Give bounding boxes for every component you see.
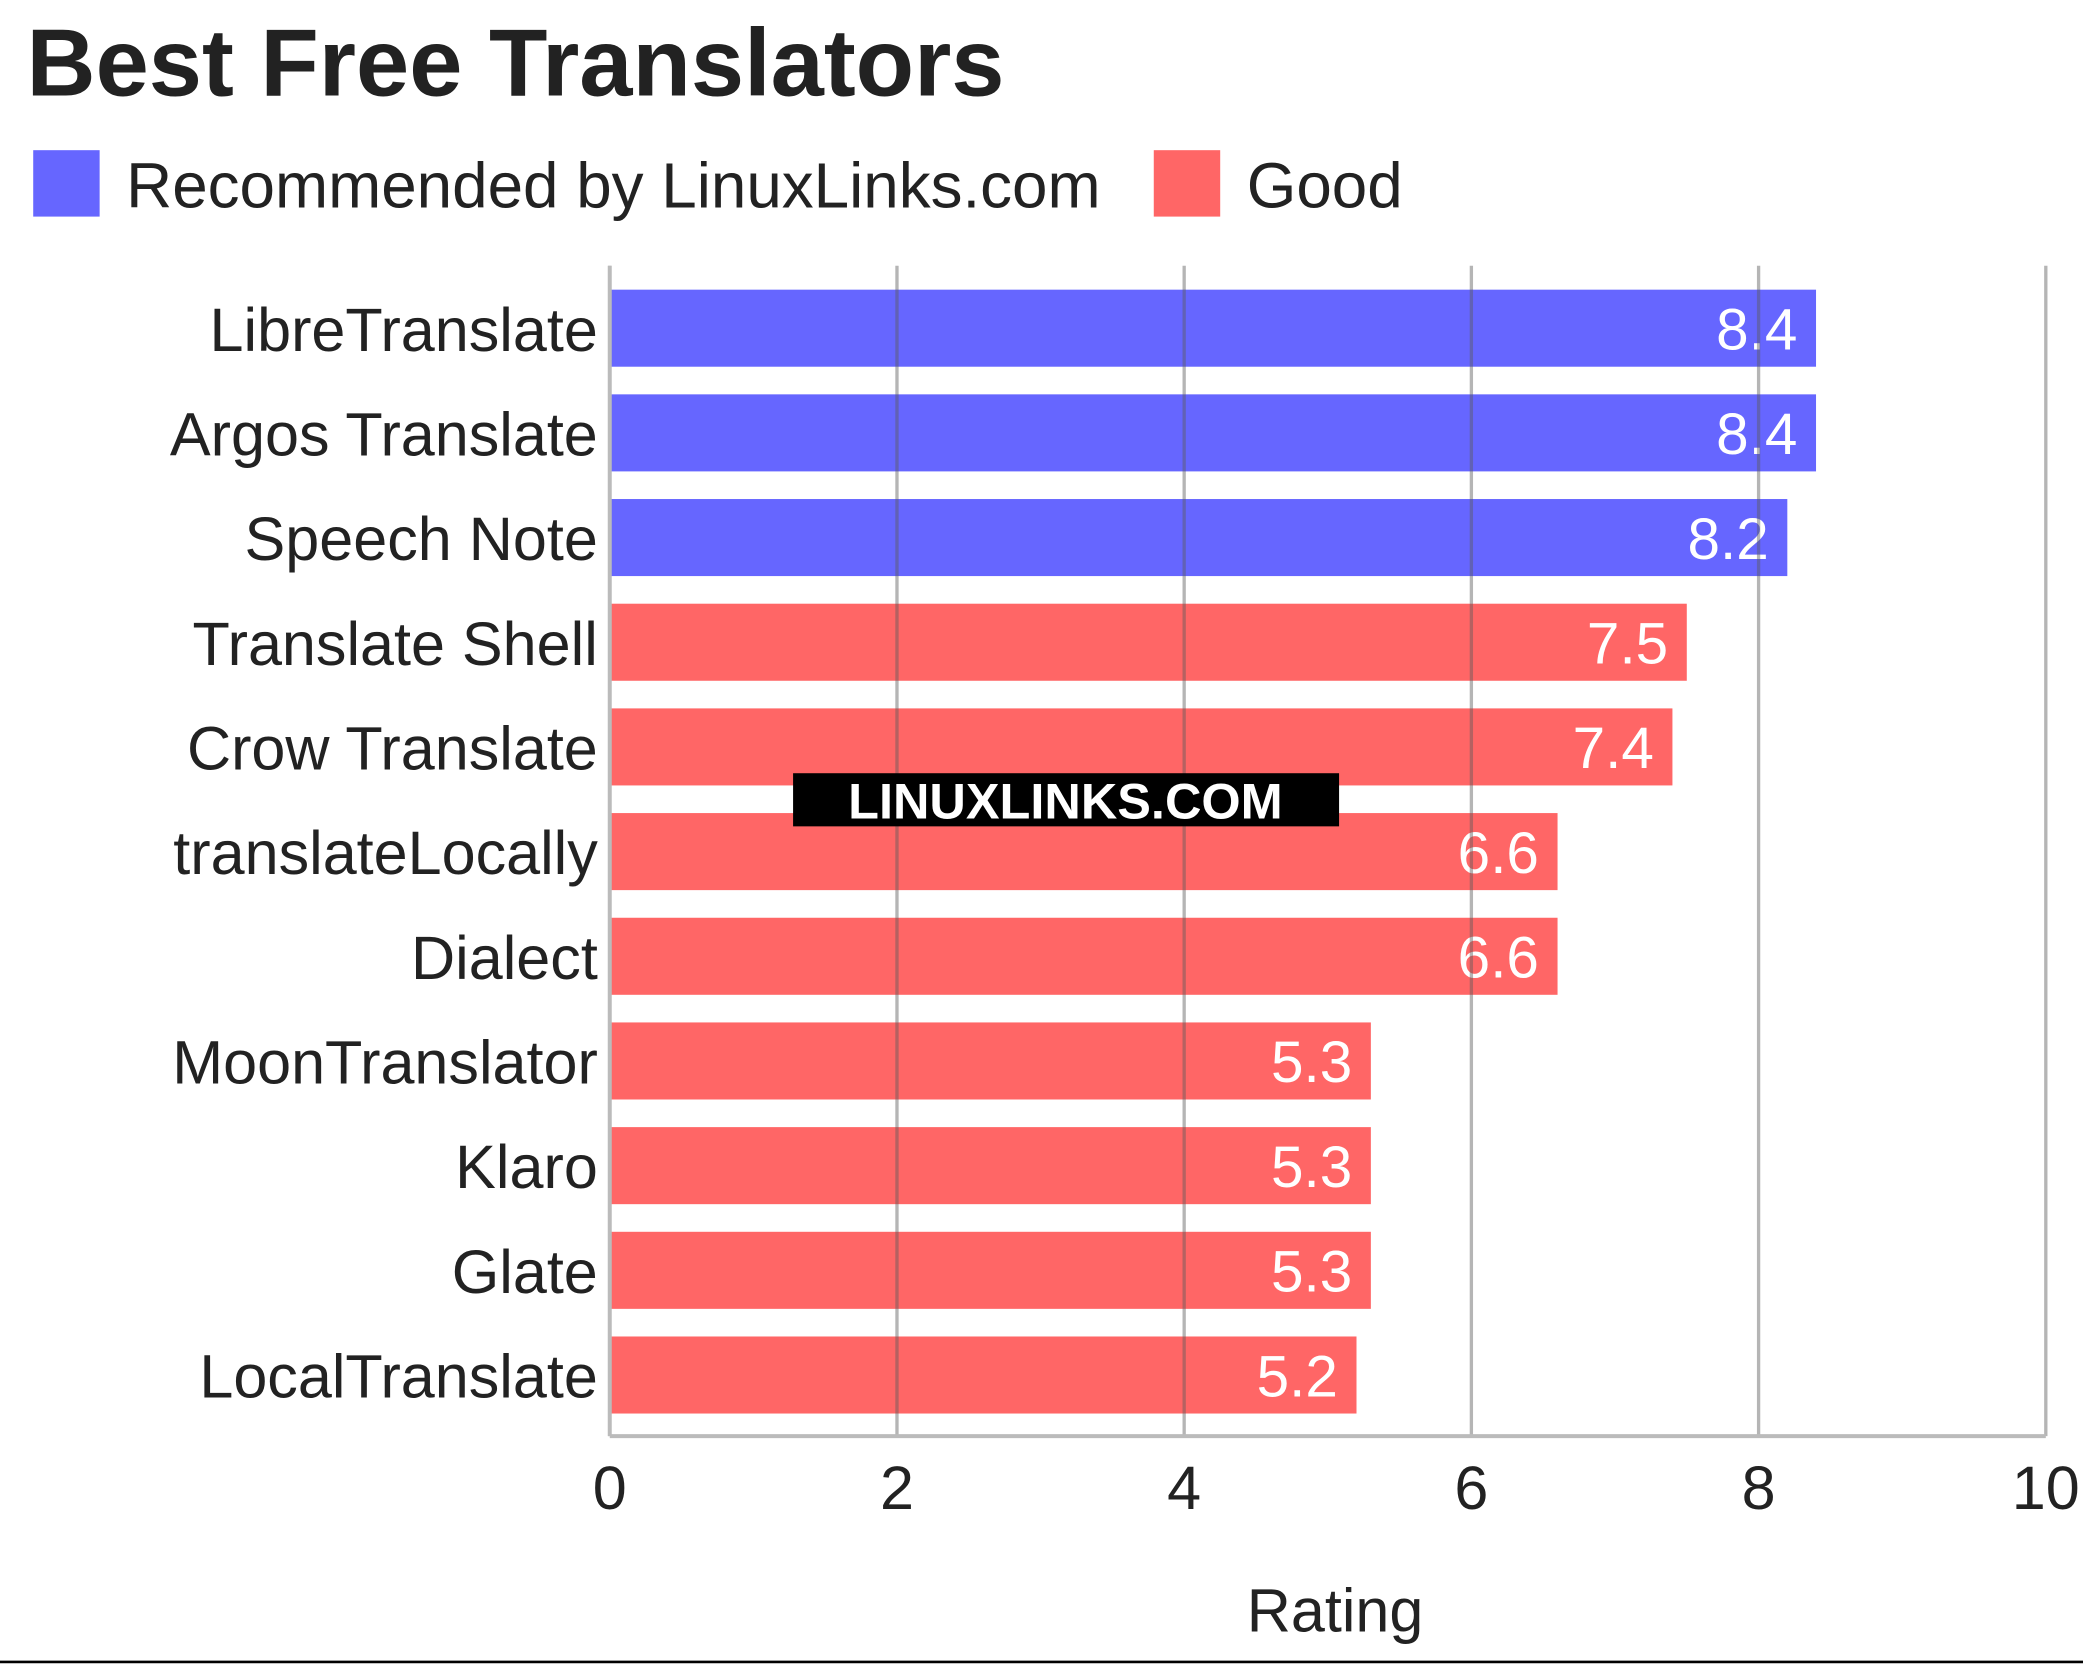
value-label: 8.2 (1687, 507, 1768, 572)
x-tick-label: 4 (1167, 1454, 1201, 1522)
value-label: 5.3 (1271, 1135, 1352, 1200)
x-tick-label: 0 (593, 1454, 627, 1522)
bar (609, 499, 1788, 577)
legend-swatch (33, 150, 100, 217)
bar (609, 289, 1817, 367)
bar (609, 1022, 1371, 1100)
value-label: 5.3 (1271, 1240, 1352, 1305)
value-label: 6.6 (1458, 821, 1539, 886)
bar (609, 708, 1673, 786)
bar (609, 394, 1817, 472)
value-label: 8.4 (1716, 402, 1797, 467)
y-tick-label: translateLocally (173, 819, 598, 887)
bar (609, 603, 1687, 681)
legend-label: Recommended by LinuxLinks.com (126, 149, 1100, 221)
value-label: 8.4 (1716, 297, 1797, 362)
y-tick-label: Glate (452, 1238, 598, 1306)
y-tick-label: Translate Shell (193, 610, 598, 678)
bar (609, 917, 1558, 995)
value-label: 5.3 (1271, 1030, 1352, 1095)
watermark-box (793, 773, 1340, 827)
watermark: LINUXLINKS.COM (848, 772, 1283, 829)
x-axis-label: Rating (1247, 1576, 1424, 1644)
y-tick-label: LibreTranslate (210, 296, 598, 364)
x-tick-label: 6 (1454, 1454, 1488, 1522)
value-label: 7.5 (1587, 611, 1668, 676)
x-tick-label: 10 (2012, 1454, 2080, 1522)
bar (609, 1127, 1371, 1205)
bar (609, 1231, 1371, 1309)
value-label: 7.4 (1573, 716, 1654, 781)
chart-title: Best Free Translators (27, 10, 1005, 117)
legend-swatch (1153, 150, 1221, 217)
value-label: 6.6 (1458, 926, 1539, 991)
y-tick-label: Speech Note (245, 505, 598, 573)
x-tick-label: 2 (880, 1454, 914, 1522)
y-tick-label: MoonTranslator (172, 1029, 598, 1097)
y-tick-label: Dialect (411, 924, 598, 992)
y-tick-label: Klaro (455, 1133, 598, 1201)
bar (609, 1336, 1357, 1414)
x-tick-label: 8 (1742, 1454, 1776, 1522)
y-tick-label: LocalTranslate (199, 1343, 597, 1411)
y-tick-label: Crow Translate (187, 715, 598, 783)
value-label: 5.2 (1257, 1344, 1338, 1409)
legend-label: Good (1247, 149, 1403, 221)
y-tick-label: Argos Translate (170, 400, 598, 468)
